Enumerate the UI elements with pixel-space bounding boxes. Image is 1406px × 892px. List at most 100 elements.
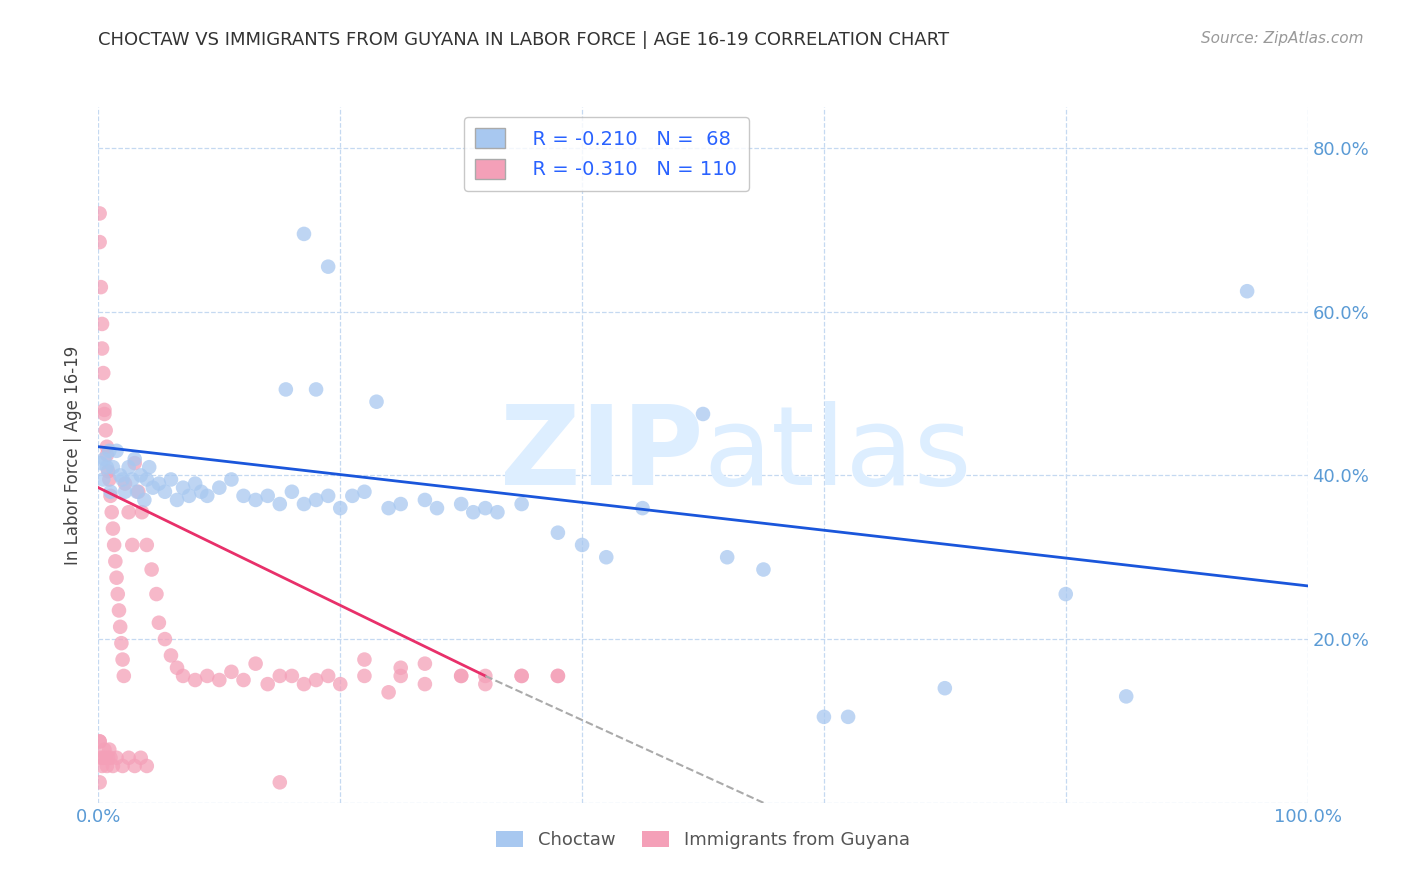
Point	[111, 652, 134, 666]
Point	[131, 505, 153, 519]
Point	[96, 460, 118, 475]
Point	[105, 751, 128, 765]
Legend: Choctaw, Immigrants from Guyana: Choctaw, Immigrants from Guyana	[489, 823, 917, 856]
Point	[93, 407, 115, 421]
Point	[486, 505, 509, 519]
Point	[274, 383, 297, 397]
Point	[98, 443, 121, 458]
Point	[110, 636, 132, 650]
Point	[232, 673, 254, 687]
Point	[153, 632, 176, 646]
Point	[195, 489, 218, 503]
Point	[305, 492, 328, 507]
Point	[692, 407, 714, 421]
Point	[353, 484, 375, 499]
Point	[89, 734, 111, 748]
Point	[1236, 284, 1258, 298]
Point	[93, 452, 115, 467]
Point	[90, 751, 112, 765]
Point	[111, 473, 134, 487]
Point	[190, 484, 212, 499]
Point	[813, 710, 835, 724]
Point	[90, 456, 112, 470]
Point	[124, 456, 146, 470]
Point	[208, 481, 231, 495]
Point	[98, 473, 121, 487]
Point	[353, 652, 375, 666]
Point	[105, 443, 128, 458]
Point	[89, 734, 111, 748]
Point	[94, 423, 117, 437]
Point	[716, 550, 738, 565]
Point	[389, 669, 412, 683]
Point	[160, 473, 183, 487]
Point	[160, 648, 183, 663]
Point	[93, 742, 115, 756]
Text: ZIP: ZIP	[499, 401, 703, 508]
Point	[752, 562, 775, 576]
Point	[463, 505, 485, 519]
Point	[510, 669, 533, 683]
Point	[148, 476, 170, 491]
Point	[101, 522, 124, 536]
Point	[571, 538, 593, 552]
Point	[329, 501, 352, 516]
Point	[232, 489, 254, 503]
Point	[547, 669, 569, 683]
Point	[96, 440, 118, 454]
Text: atlas: atlas	[703, 401, 972, 508]
Point	[413, 492, 436, 507]
Point	[91, 366, 114, 380]
Point	[101, 759, 124, 773]
Point	[107, 587, 129, 601]
Point	[135, 538, 157, 552]
Point	[121, 538, 143, 552]
Point	[134, 492, 156, 507]
Point	[1115, 690, 1137, 704]
Point	[426, 501, 449, 516]
Point	[184, 476, 207, 491]
Point	[153, 484, 176, 499]
Point	[179, 489, 201, 503]
Point	[94, 751, 117, 765]
Point	[450, 497, 472, 511]
Point	[547, 669, 569, 683]
Point	[104, 554, 127, 568]
Point	[97, 464, 120, 478]
Point	[172, 481, 194, 495]
Point	[112, 669, 135, 683]
Point	[413, 657, 436, 671]
Point	[127, 484, 149, 499]
Point	[105, 571, 128, 585]
Point	[221, 665, 243, 679]
Point	[101, 460, 124, 475]
Point	[245, 492, 267, 507]
Point	[450, 669, 472, 683]
Point	[221, 473, 243, 487]
Point	[934, 681, 956, 696]
Point	[474, 677, 496, 691]
Point	[135, 473, 157, 487]
Point	[108, 468, 131, 483]
Point	[141, 562, 163, 576]
Point	[256, 677, 278, 691]
Point	[166, 492, 188, 507]
Point	[142, 481, 165, 495]
Point	[329, 677, 352, 691]
Point	[316, 489, 339, 503]
Text: Source: ZipAtlas.com: Source: ZipAtlas.com	[1201, 31, 1364, 46]
Point	[305, 383, 328, 397]
Point	[316, 260, 339, 274]
Point	[631, 501, 654, 516]
Point	[118, 751, 141, 765]
Point	[245, 657, 267, 671]
Point	[366, 394, 388, 409]
Point	[135, 759, 157, 773]
Point	[121, 473, 143, 487]
Point	[93, 403, 115, 417]
Point	[389, 661, 412, 675]
Point	[129, 468, 152, 483]
Point	[108, 620, 131, 634]
Point	[172, 669, 194, 683]
Point	[148, 615, 170, 630]
